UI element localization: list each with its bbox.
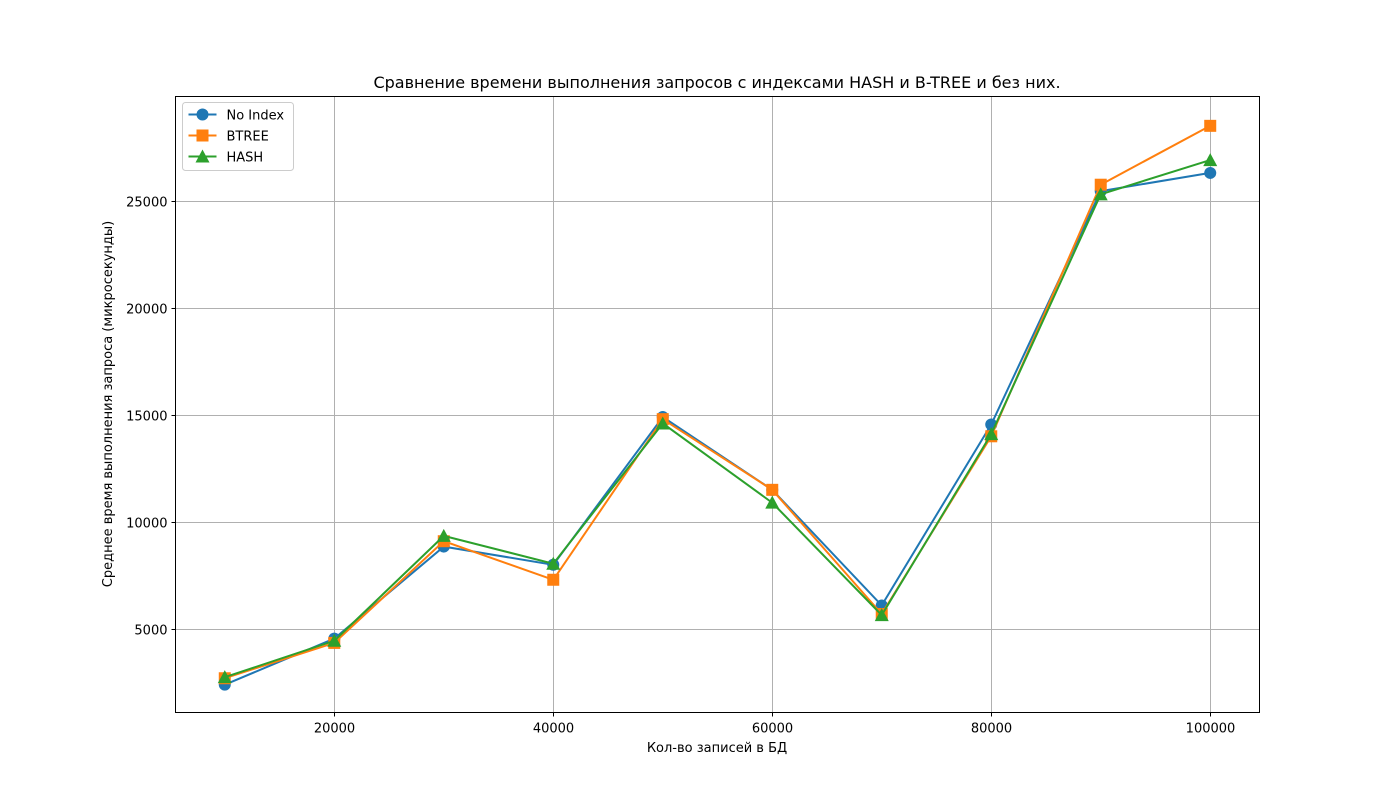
data-point bbox=[547, 573, 560, 586]
x-axis-label: Кол-во записей в БД bbox=[647, 741, 787, 756]
legend-marker bbox=[195, 149, 210, 163]
data-point bbox=[217, 670, 232, 684]
series-hash bbox=[217, 153, 1218, 684]
y-tick-label: 25000 bbox=[126, 196, 167, 211]
legend: No Index BTREE HASH bbox=[182, 102, 294, 171]
legend-item: No Index bbox=[188, 108, 285, 124]
chart-title: Сравнение времени выполнения запросов с … bbox=[373, 73, 1060, 92]
x-tick-label: 100000 bbox=[1186, 722, 1236, 737]
legend-box bbox=[182, 102, 294, 171]
x-tick-label: 60000 bbox=[752, 722, 793, 737]
tick-layer: 20000 40000 60000 80000 100000 5000 10000 15000… bbox=[126, 196, 1235, 737]
legend-item: BTREE bbox=[188, 129, 269, 145]
data-point bbox=[1203, 153, 1218, 167]
plot-frame bbox=[175, 96, 1260, 713]
data-point bbox=[1204, 166, 1217, 179]
data-point bbox=[327, 633, 342, 647]
legend-label: HASH bbox=[227, 151, 264, 166]
y-tick-label: 10000 bbox=[126, 517, 167, 532]
series-line bbox=[224, 159, 1211, 679]
y-tick-label: 15000 bbox=[126, 410, 167, 425]
series-line bbox=[224, 124, 1211, 680]
data-point bbox=[546, 556, 561, 570]
data-point bbox=[1094, 178, 1107, 191]
y-tick-label: 20000 bbox=[126, 303, 167, 318]
y-tick-label: 5000 bbox=[134, 624, 167, 639]
x-tick-label: 80000 bbox=[971, 722, 1012, 737]
data-point bbox=[1093, 187, 1108, 201]
data-point bbox=[1204, 119, 1217, 132]
y-axis-label: Среднее время выполнения запроса (микрос… bbox=[101, 221, 116, 587]
x-tick-label: 20000 bbox=[314, 722, 355, 737]
data-point bbox=[984, 427, 999, 441]
data-point bbox=[436, 528, 451, 542]
legend-item: HASH bbox=[188, 149, 264, 166]
legend-marker bbox=[196, 129, 209, 142]
data-point bbox=[655, 416, 670, 430]
data-point bbox=[765, 495, 780, 509]
series-layer bbox=[217, 119, 1218, 691]
x-tick-label: 40000 bbox=[533, 722, 574, 737]
series-btree bbox=[218, 119, 1217, 685]
data-point bbox=[874, 608, 889, 622]
legend-label: No Index bbox=[227, 109, 285, 124]
data-point bbox=[766, 483, 779, 496]
legend-marker bbox=[196, 108, 209, 121]
grid-layer bbox=[175, 96, 1260, 713]
legend-label: BTREE bbox=[227, 130, 269, 145]
